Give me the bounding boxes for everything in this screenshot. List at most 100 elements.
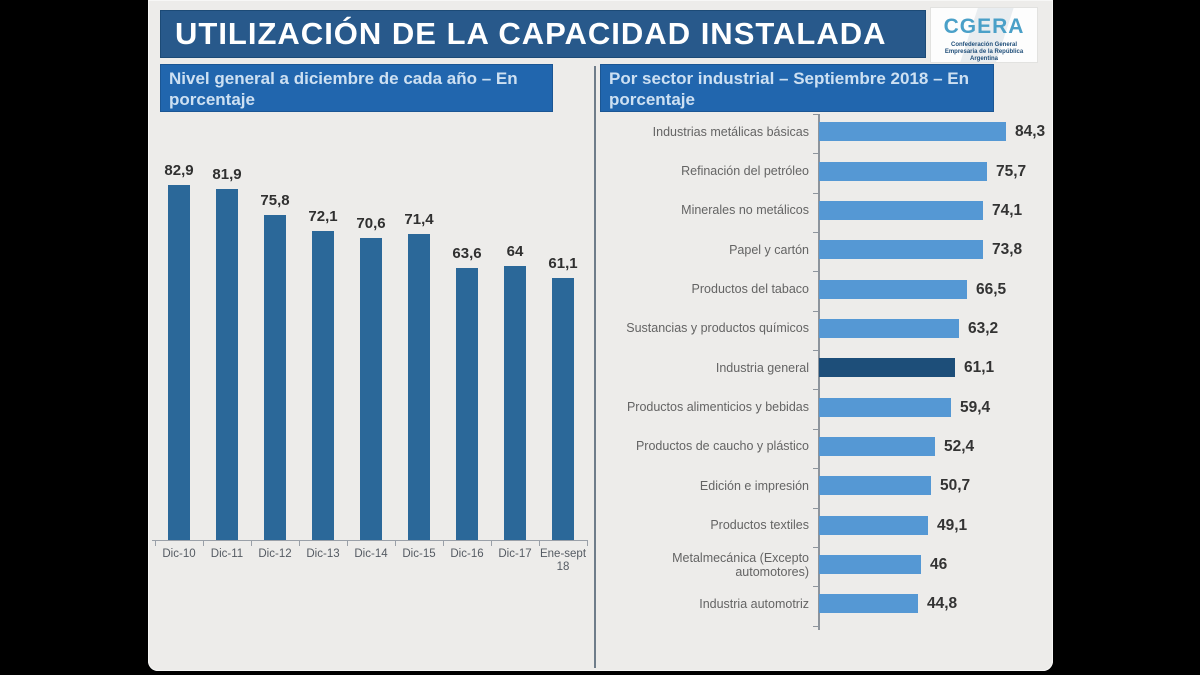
hbar-value-label: 63,2 [968, 319, 999, 337]
hbar-row: Refinación del petróleo 75,7 [600, 151, 1050, 190]
hbar-row: Productos alimenticios y bebidas 59,4 [600, 387, 1050, 426]
hbar [819, 122, 1006, 142]
vbar [552, 278, 574, 540]
hbar [819, 279, 967, 299]
x-axis-tick [587, 541, 588, 546]
vbar [264, 215, 286, 540]
hbar-label: Refinación del petróleo [681, 164, 809, 179]
vbar-value-label: 71,4 [404, 211, 434, 228]
vbar-value-label: 63,6 [452, 245, 482, 262]
y-axis-tick [813, 389, 818, 391]
hbar-row: Productos textiles 49,1 [600, 506, 1050, 545]
cgera-logo: CGERA Confederación General Empresaria d… [930, 7, 1038, 63]
vbar [312, 231, 334, 540]
hbar [819, 318, 959, 338]
hbar-value-label: 52,4 [944, 437, 975, 455]
y-axis-tick [813, 546, 818, 548]
hbar-label: Productos de caucho y plástico [635, 439, 809, 454]
logo-name: CGERA [943, 15, 1025, 38]
hbar [819, 594, 918, 614]
vbar-category-label: Dic-14 [354, 548, 388, 560]
vbar-category-label: Dic-17 [498, 548, 532, 560]
vbar-category-label: Dic-10 [162, 548, 196, 560]
hbar-label: Productos del tabaco [691, 282, 809, 297]
hbar-value-label: 84,3 [1015, 123, 1046, 141]
hbar-label: Industria automotriz [699, 596, 809, 611]
vbar [504, 266, 526, 540]
general-level-bar-chart: 82,9 Dic-10 81,9 Dic-11 75,8 Dic-12 72,1 Dic-13… [152, 118, 588, 598]
hbar-value-label: 66,5 [976, 280, 1007, 298]
hbar-row: Productos de caucho y plástico 52,4 [600, 427, 1050, 466]
x-axis-tick [155, 541, 156, 546]
vbar-value-label: 81,9 [212, 166, 242, 183]
hbar [819, 555, 921, 575]
x-axis-line [152, 540, 588, 541]
vbar-category-label: Ene-sept 18 [539, 548, 587, 573]
y-axis-tick [813, 428, 818, 430]
y-axis-tick [813, 310, 818, 312]
hbar [819, 476, 931, 496]
right-chart-title: Por sector industrial – Septiembre 2018 … [600, 64, 994, 112]
hbar [819, 397, 951, 417]
y-axis-tick [813, 192, 818, 194]
hbar-label: Minerales no metálicos [681, 203, 809, 218]
hbar [819, 358, 955, 378]
panel-divider [594, 66, 596, 668]
vbar [456, 268, 478, 540]
hbar-value-label: 59,4 [960, 398, 991, 416]
hbar-row: Sustancias y productos químicos 63,2 [600, 309, 1050, 348]
hbar [819, 200, 983, 220]
hbar-label: Productos alimenticios y bebidas [626, 400, 809, 415]
hbar-row: Edición e impresión 50,7 [600, 466, 1050, 505]
hbar-label: Papel y cartón [729, 242, 809, 257]
left-chart-title: Nivel general a diciembre de cada año – … [160, 64, 553, 112]
vbar [216, 189, 238, 540]
hbar-value-label: 73,8 [992, 241, 1023, 259]
vbar-value-label: 72,1 [308, 208, 338, 225]
x-axis-tick [395, 541, 396, 546]
y-axis-tick [813, 153, 818, 155]
hbar-row: Industria automotriz 44,8 [600, 584, 1050, 623]
hbar-label: Industrias metálicas básicas [652, 124, 809, 139]
hbar-label: Industria general [715, 360, 809, 375]
hbar-row: Industrias metálicas básicas 84,3 [600, 112, 1050, 151]
hbar-label: Edición e impresión [699, 478, 809, 493]
vbar [360, 238, 382, 540]
hbar-value-label: 74,1 [992, 201, 1023, 219]
hbar-value-label: 44,8 [927, 595, 958, 613]
vbar [408, 234, 430, 540]
logo-subtext: Confederación General Empresaria de la R… [944, 42, 1024, 62]
x-axis-tick [251, 541, 252, 546]
hbar-row: Minerales no metálicos 74,1 [600, 191, 1050, 230]
x-axis-tick [203, 541, 204, 546]
hbar-value-label: 75,7 [996, 162, 1027, 180]
hbar-value-label: 49,1 [937, 516, 968, 534]
x-axis-tick [443, 541, 444, 546]
page-title: UTILIZACIÓN DE LA CAPACIDAD INSTALADA [160, 10, 926, 58]
x-axis-tick [491, 541, 492, 546]
vbar-value-label: 64 [506, 243, 524, 260]
y-axis-tick [813, 507, 818, 509]
hbar-value-label: 61,1 [964, 359, 995, 377]
hbar-value-label: 50,7 [940, 477, 971, 495]
hbar-row: Industria general 61,1 [600, 348, 1050, 387]
hbar [819, 240, 983, 260]
hbar [819, 436, 935, 456]
hbar [819, 161, 987, 181]
x-axis-tick [539, 541, 540, 546]
sector-bar-chart: Industrias metálicas básicas 84,3 Refinaci… [600, 112, 1050, 647]
hbar-label: Metalmecánica (Excepto automotores) [672, 550, 809, 579]
y-axis-tick [813, 468, 818, 470]
slide: UTILIZACIÓN DE LA CAPACIDAD INSTALADA CG… [148, 0, 1053, 671]
y-axis-tick [813, 271, 818, 273]
vbar-category-label: Dic-16 [450, 548, 484, 560]
vbar-category-label: Dic-12 [258, 548, 292, 560]
vbar-value-label: 82,9 [164, 162, 194, 179]
vbar-category-label: Dic-13 [306, 548, 340, 560]
vbar [168, 185, 190, 540]
y-axis-tick [813, 586, 818, 588]
x-axis-tick [347, 541, 348, 546]
x-axis-tick [299, 541, 300, 546]
y-axis-tick [813, 114, 818, 115]
vbar-category-label: Dic-11 [210, 548, 244, 560]
